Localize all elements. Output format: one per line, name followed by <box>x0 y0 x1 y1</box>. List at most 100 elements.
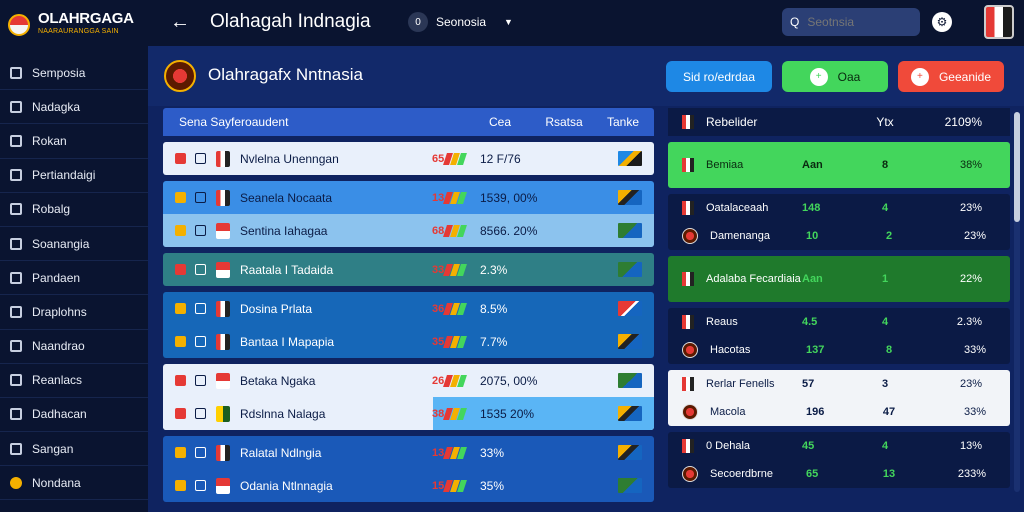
table-row[interactable]: Dosina Prlata 36 8.5% <box>163 292 654 325</box>
stat-b: 2 <box>885 230 893 242</box>
checkbox[interactable] <box>195 225 206 236</box>
team-crest-icon <box>216 477 230 494</box>
col-header-team[interactable]: Rebelider <box>706 115 758 129</box>
create-button[interactable]: + Geeanide <box>898 61 1004 92</box>
status-icon <box>175 303 186 314</box>
standings-row[interactable]: Rerlar Fenells 57 3 23% <box>668 370 1010 398</box>
team-crest-icon <box>682 158 694 172</box>
form-bars: 13 <box>432 191 480 205</box>
status-icon <box>175 336 186 347</box>
settings-icon[interactable]: ⚙ <box>932 12 952 32</box>
sidebar-item[interactable]: Semposia <box>0 56 148 91</box>
table-row[interactable]: Sentina Iahagaa 68 8566. 20% <box>163 214 654 247</box>
col-header-c1[interactable]: Cea <box>488 115 511 129</box>
checkbox[interactable] <box>195 303 206 314</box>
checkbox[interactable] <box>195 408 206 419</box>
search-box[interactable]: Q <box>782 8 920 36</box>
sidebar-item-label: Nadagka <box>32 99 81 114</box>
sidebar-item[interactable]: Pertiandaigi <box>0 159 148 193</box>
add-button[interactable]: + Oaa <box>782 61 888 92</box>
standings-row[interactable]: Damenanga 10 2 23% <box>668 222 1010 250</box>
table-row[interactable]: Rdslnna Nalaga 38 1535 20% <box>163 397 654 430</box>
brand-logo[interactable]: OLAHRGAGA NAARAURANGGA SAIN <box>8 10 144 40</box>
region-selector[interactable]: 0 Seonosia ▼ <box>408 10 513 34</box>
avatar[interactable] <box>984 5 1014 39</box>
sidebar-item[interactable]: Sangan <box>0 432 148 467</box>
match-percentage: 2.3% <box>480 262 508 277</box>
stat-b: 13 <box>882 468 896 480</box>
match-percentage: 35% <box>480 478 505 493</box>
sidebar-item[interactable]: Soanangia <box>0 227 148 262</box>
checkbox[interactable] <box>195 480 206 491</box>
calendar-icon <box>10 134 22 147</box>
col-header-b[interactable]: Ytx <box>876 115 894 129</box>
sidebar-item[interactable]: Nondana <box>0 466 148 501</box>
stat-a: Aan <box>802 159 823 171</box>
checkbox[interactable] <box>195 153 206 164</box>
table-row[interactable]: Bantaa I Mapapia 35 7.7% <box>163 325 654 358</box>
form-bars: 68 <box>432 224 480 238</box>
checkbox[interactable] <box>195 447 206 458</box>
header-flag-icon <box>682 115 694 129</box>
table-row[interactable]: Seanela Nocaata 13 1539, 00% <box>163 181 654 214</box>
checkbox[interactable] <box>195 375 206 386</box>
sidebar-item[interactable]: Reanlacs <box>0 364 148 398</box>
team-crest-icon <box>216 444 230 461</box>
match-code: 65 <box>432 152 445 165</box>
sidebar-item-label: Pandaen <box>32 270 81 285</box>
standings-row[interactable]: Adalaba Fecardiaia Aan 1 22% <box>668 256 1010 302</box>
standings-row[interactable]: Macola 196 47 33% <box>668 398 1010 426</box>
team-name: Secoerdbrne <box>710 468 773 480</box>
match-percentage: 8.5% <box>480 301 508 316</box>
table-row[interactable]: Betaka Ngaka 26 2075, 00% <box>163 364 654 397</box>
standings-row[interactable]: Reaus 4.5 4 2.3% <box>668 308 1010 336</box>
search-input[interactable] <box>807 15 908 29</box>
checkbox[interactable] <box>195 192 206 203</box>
scrollbar[interactable] <box>1014 112 1020 492</box>
grid-icon <box>10 271 22 284</box>
top-bar: ← Olahagah Indnagia 0 Seonosia ▼ Q ⚙ <box>148 0 1024 46</box>
stat-a: Aan <box>802 273 823 285</box>
col-header-c3[interactable]: Tanke <box>606 115 640 129</box>
team-crest-icon <box>216 405 230 422</box>
standings-row[interactable]: Hacotas 137 8 33% <box>668 336 1010 364</box>
col-header-main[interactable]: Sena Sayferoaudent <box>179 115 289 129</box>
standings-row[interactable]: Bemiaa Aan 8 38% <box>668 142 1010 188</box>
match-code: 33 <box>432 263 445 276</box>
stat-a: 10 <box>806 230 819 242</box>
team-name: Raatala I Tadaida <box>240 262 334 277</box>
sidebar-item[interactable]: Pandaen <box>0 261 148 296</box>
sidebar-item[interactable]: Rokan <box>0 124 148 159</box>
table-row[interactable]: Odania Ntlnnagia 15 35% <box>163 469 654 502</box>
standings-group: Rerlar Fenells 57 3 23% Macola 196 47 33% <box>668 370 1010 426</box>
team-crest-icon <box>682 439 694 453</box>
stat-percentage: 33% <box>963 406 986 418</box>
sidebar-item[interactable]: Nadagka <box>0 90 148 125</box>
sidebar-item[interactable]: Draplohns <box>0 295 148 330</box>
standings-row[interactable]: Secoerdbrne 65 13 233% <box>668 460 1010 488</box>
league-badge-icon <box>164 60 196 92</box>
back-arrow-icon[interactable]: ← <box>170 11 190 33</box>
checkbox[interactable] <box>195 336 206 347</box>
stat-percentage: 22% <box>959 273 982 285</box>
col-header-c2[interactable]: Rsatsa <box>545 115 583 129</box>
stat-a: 4.5 <box>802 316 818 328</box>
col-header-c[interactable]: 2109% <box>944 115 982 129</box>
mail-icon <box>10 237 22 250</box>
sidebar-item[interactable]: Dadhacan <box>0 398 148 433</box>
table-row[interactable]: Ralatal Ndlngia 13 33% <box>163 436 654 469</box>
scrollbar-thumb[interactable] <box>1014 112 1020 222</box>
sidebar-item[interactable]: Naandrao <box>0 330 148 364</box>
match-code: 68 <box>432 224 445 237</box>
primary-action-button[interactable]: Sid ro/edrdaa <box>666 61 772 92</box>
country-flag-icon <box>618 478 642 493</box>
stat-b: 3 <box>881 378 889 390</box>
standings-header: Rebelider Ytx 2109% <box>668 108 1010 136</box>
checkbox[interactable] <box>195 264 206 275</box>
table-row[interactable]: Nvlelna Unenngan 65 12 F/76 <box>163 142 654 175</box>
sidebar-item[interactable]: Robalg <box>0 193 148 227</box>
standings-row[interactable]: 0 Dehala 45 4 13% <box>668 432 1010 460</box>
table-row[interactable]: Raatala I Tadaida 33 2.3% <box>163 253 654 286</box>
standings-row[interactable]: Oatalaceaah 148 4 23% <box>668 194 1010 222</box>
match-group: Raatala I Tadaida 33 2.3% <box>163 253 654 286</box>
